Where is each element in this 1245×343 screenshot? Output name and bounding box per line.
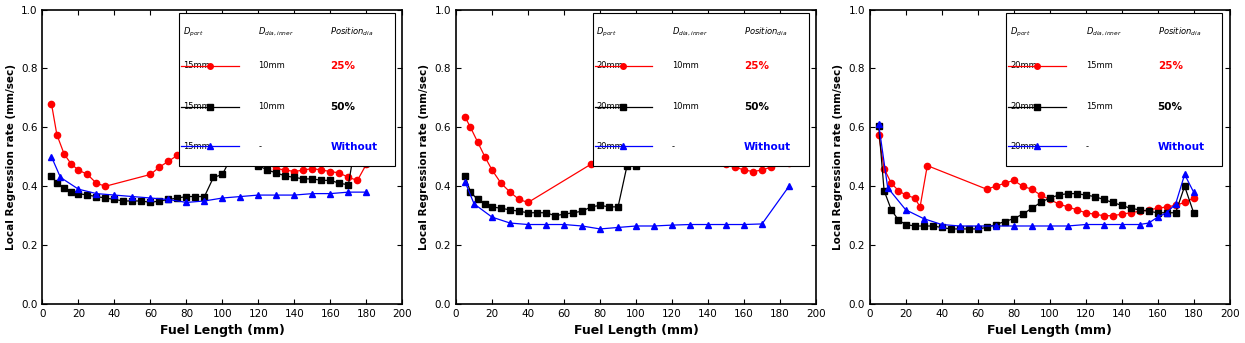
Text: Without: Without [1158,142,1205,152]
Text: 20mm: 20mm [596,102,624,111]
FancyBboxPatch shape [593,12,809,166]
Text: 20mm: 20mm [596,142,624,151]
X-axis label: Fuel Length (mm): Fuel Length (mm) [574,324,698,338]
Text: $D_{port}$: $D_{port}$ [1010,26,1031,39]
FancyBboxPatch shape [1006,12,1223,166]
Text: 15mm: 15mm [183,61,209,70]
Text: 20mm: 20mm [1010,61,1037,70]
Text: -: - [259,142,261,151]
Y-axis label: Local Regression rate (mm/sec): Local Regression rate (mm/sec) [833,64,843,250]
Text: Without: Without [745,142,791,152]
Text: 50%: 50% [330,102,355,112]
Text: 15mm: 15mm [183,142,209,151]
Text: Without: Without [330,142,377,152]
FancyBboxPatch shape [179,12,395,166]
Text: 25%: 25% [745,61,769,71]
Text: 15mm: 15mm [1086,61,1112,70]
Text: $D_{dia,inner}$: $D_{dia,inner}$ [259,26,294,38]
Text: 15mm: 15mm [183,102,209,111]
X-axis label: Fuel Length (mm): Fuel Length (mm) [987,324,1112,338]
Text: 20mm: 20mm [596,61,624,70]
Text: $D_{port}$: $D_{port}$ [183,26,203,39]
Y-axis label: Local Regression rate (mm/sec): Local Regression rate (mm/sec) [420,64,430,250]
Text: 10mm: 10mm [259,102,285,111]
Text: $Position_{dia}$: $Position_{dia}$ [330,26,374,38]
Text: $D_{dia,inner}$: $D_{dia,inner}$ [672,26,708,38]
Text: 10mm: 10mm [672,102,698,111]
Text: 25%: 25% [1158,61,1183,71]
Text: 20mm: 20mm [1010,102,1037,111]
Text: 50%: 50% [745,102,769,112]
Text: 10mm: 10mm [672,61,698,70]
Text: 15mm: 15mm [1086,102,1112,111]
Text: 10mm: 10mm [259,61,285,70]
Text: 20mm: 20mm [1010,142,1037,151]
Text: -: - [672,142,675,151]
Text: 50%: 50% [1158,102,1183,112]
Text: -: - [1086,142,1088,151]
X-axis label: Fuel Length (mm): Fuel Length (mm) [161,324,285,338]
Text: 25%: 25% [330,61,355,71]
Y-axis label: Local Regression rate (mm/sec): Local Regression rate (mm/sec) [5,64,15,250]
Text: $D_{port}$: $D_{port}$ [596,26,618,39]
Text: $Position_{dia}$: $Position_{dia}$ [745,26,788,38]
Text: $Position_{dia}$: $Position_{dia}$ [1158,26,1201,38]
Text: $D_{dia,inner}$: $D_{dia,inner}$ [1086,26,1122,38]
